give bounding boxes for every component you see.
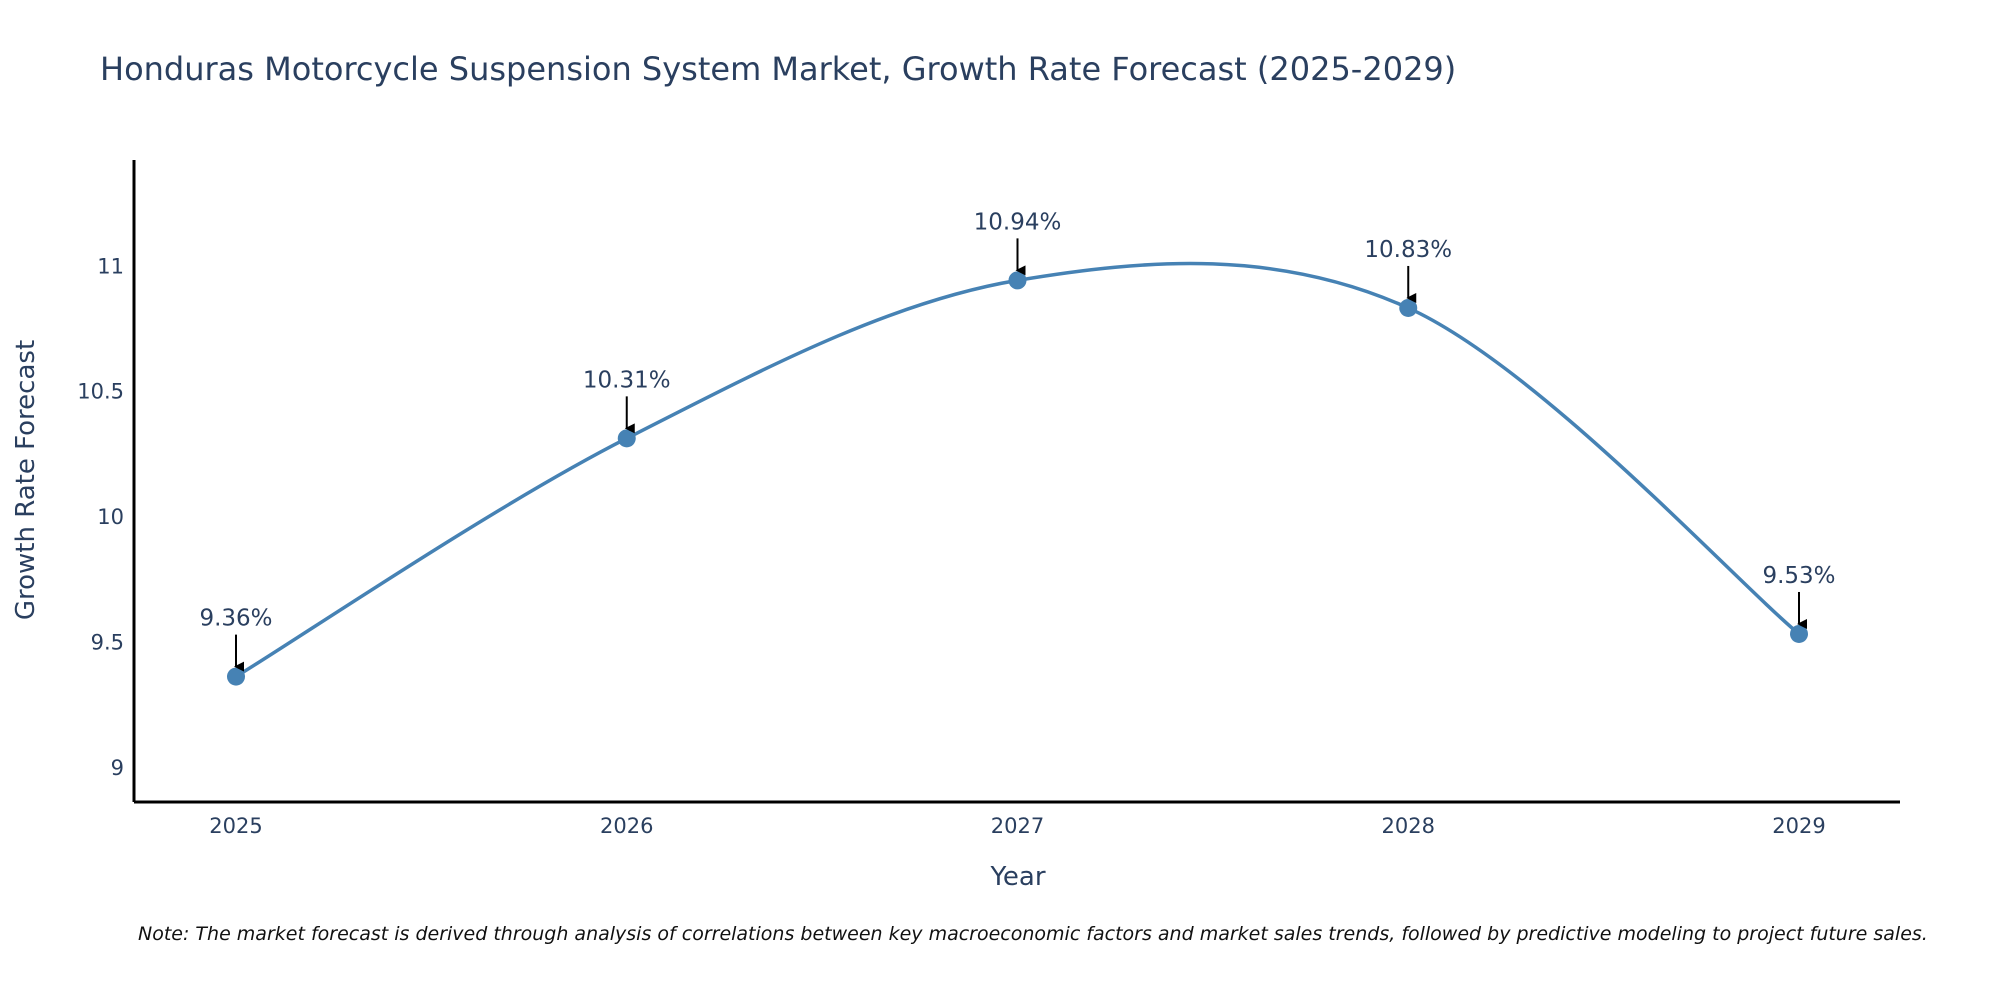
data-point [227,667,245,686]
x-tick-label: 2028 [1382,814,1435,838]
data-label: 10.31% [583,367,671,393]
y-tick-label: 10.5 [77,380,124,404]
series-line [235,261,1801,679]
data-point [617,429,636,448]
data-label: 9.53% [1762,563,1835,589]
data-point [1399,298,1418,317]
y-tick-label: 11 [97,254,124,278]
y-axis-title: Growth Rate Forecast [11,340,41,620]
x-axis-title: Year [989,862,1045,892]
data-point [1790,624,1808,643]
footnote: Note: The market forecast is derived thr… [138,923,1928,945]
data-label: 9.36% [199,606,272,632]
x-tick-label: 2027 [991,814,1044,838]
x-tick-label: 2029 [1772,814,1825,838]
data-label: 10.83% [1364,237,1452,263]
y-tick-label: 9.5 [91,631,124,655]
plot-area: 9 9.5 10 10.5 11 2025 2026 2027 2028 2029 9.36% 10.… [77,160,1900,838]
x-tick-label: 2026 [600,814,653,838]
chart-title: Honduras Motorcycle Suspension System Ma… [100,50,1456,88]
y-tick-label: 10 [97,505,124,529]
x-tick-label: 2025 [209,814,262,838]
y-tick-label: 9 [111,756,124,780]
data-label: 10.94% [974,209,1062,235]
data-point [1008,271,1027,290]
